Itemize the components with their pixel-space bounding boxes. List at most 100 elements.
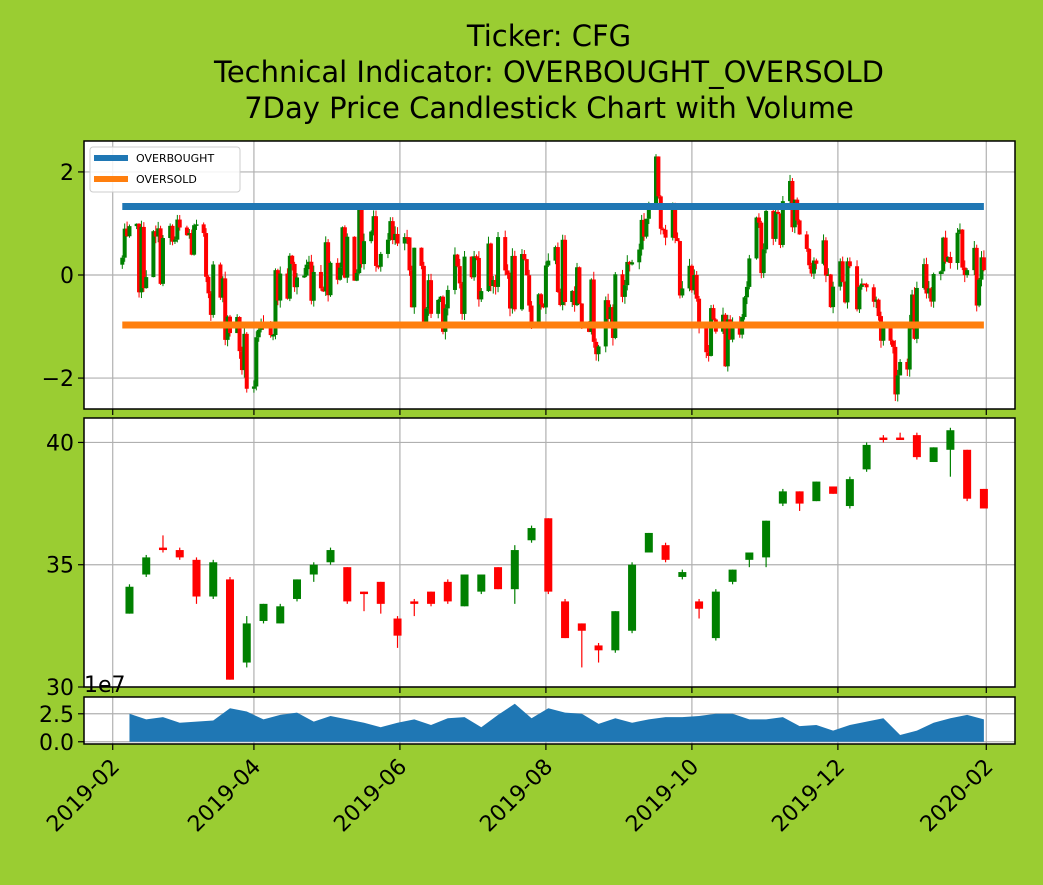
indicator-candle [960, 229, 965, 268]
indicator-candle [438, 296, 443, 300]
price-candle [728, 569, 737, 582]
indicator-candle [821, 240, 826, 264]
indicator-candle [637, 249, 642, 263]
indicator-candle [452, 254, 457, 290]
indicator-candle [187, 233, 192, 236]
indicator-candle [943, 237, 948, 262]
price-candle [929, 447, 938, 463]
indicator-candle [251, 386, 256, 389]
indicator-candle [579, 303, 584, 325]
indicator-candle [326, 242, 331, 296]
indicator-candle [194, 224, 199, 226]
indicator-candle [895, 375, 900, 395]
indicator-candle [237, 317, 242, 352]
indicator-candle [823, 240, 828, 276]
volume-area [129, 703, 984, 742]
indicator-candle [302, 275, 307, 278]
chart-title-line-1: Ticker: CFG [466, 19, 631, 53]
price-candle [158, 547, 167, 551]
price-candle [259, 603, 268, 621]
price-candle [309, 564, 318, 575]
indicator-candle [295, 277, 300, 288]
indicator-candle [541, 304, 546, 308]
indicator-candle [208, 293, 213, 315]
price-candle [862, 444, 871, 470]
indicator-ytick-label: −2 [42, 367, 74, 392]
price-candle [343, 567, 352, 602]
indicator-candle [242, 333, 247, 371]
price-candle [678, 572, 687, 577]
indicator-candle [503, 237, 508, 271]
indicator-candle [881, 326, 886, 341]
indicator-candle [977, 279, 982, 306]
indicator-candle [309, 261, 314, 301]
indicator-candle [335, 262, 340, 280]
indicator-candle [455, 254, 460, 267]
indicator-candle [926, 288, 931, 294]
indicator-candle [201, 224, 206, 234]
indicator-candle [639, 219, 644, 250]
indicator-candle [862, 283, 867, 286]
indicator-candle [658, 196, 663, 229]
indicator-candle [771, 210, 776, 239]
indicator-candle [469, 256, 474, 278]
indicator-candle [457, 266, 462, 284]
indicator-candle [184, 227, 189, 236]
indicator-candle [687, 265, 692, 289]
indicator-candle [608, 307, 613, 320]
indicator-candle [955, 232, 960, 264]
indicator-candle [843, 281, 848, 303]
indicator-candle [807, 248, 812, 266]
indicator-candle [395, 233, 400, 244]
indicator-candle [512, 255, 517, 310]
indicator-candle [290, 255, 295, 264]
chart-title-line-3: 7Day Price Candlestick Chart with Volume [244, 91, 854, 125]
indicator-candle [627, 261, 632, 265]
price-candle [661, 545, 670, 560]
indicator-candle [239, 351, 244, 371]
indicator-candle [151, 231, 156, 278]
price-candle [494, 567, 503, 590]
indicator-candle [747, 258, 752, 287]
indicator-candle [577, 267, 582, 304]
indicator-candle [795, 199, 800, 221]
indicator-candle [472, 256, 477, 278]
indicator-candle [519, 254, 524, 310]
indicator-candle [491, 280, 496, 286]
indicator-candle [402, 237, 407, 244]
indicator-candle [780, 201, 785, 245]
price-candle [175, 550, 184, 558]
indicator-candle [646, 204, 651, 219]
indicator-candle [606, 300, 611, 320]
indicator-candle [405, 237, 410, 239]
indicator-candle [560, 239, 565, 306]
indicator-candle [345, 236, 350, 278]
indicator-candle [369, 231, 374, 242]
indicator-candle [711, 308, 716, 320]
indicator-candle [445, 289, 450, 309]
indicator-candle [156, 228, 161, 237]
price-candle [695, 601, 704, 609]
indicator-candle [778, 213, 783, 245]
indicator-candle [287, 255, 292, 299]
indicator-candle [220, 278, 225, 298]
indicator-candle [306, 261, 311, 265]
indicator-candle [144, 277, 149, 289]
indicator-candle [570, 290, 575, 303]
indicator-candle [524, 259, 529, 276]
indicator-candle [761, 249, 766, 274]
volume-scale-label: 1e7 [84, 673, 126, 698]
indicator-candle [474, 256, 479, 258]
indicator-candle [888, 326, 893, 341]
price-candle [845, 479, 854, 507]
indicator-candle [137, 223, 142, 293]
indicator-candle [709, 308, 714, 356]
volume-ytick-label: 2.5 [39, 703, 74, 728]
indicator-candle [914, 287, 919, 339]
indicator-candle [153, 231, 158, 237]
price-candle [527, 528, 536, 541]
indicator-candle [134, 223, 139, 227]
indicator-candle [371, 216, 376, 232]
indicator-candle [874, 299, 879, 302]
indicator-candle [859, 283, 864, 287]
